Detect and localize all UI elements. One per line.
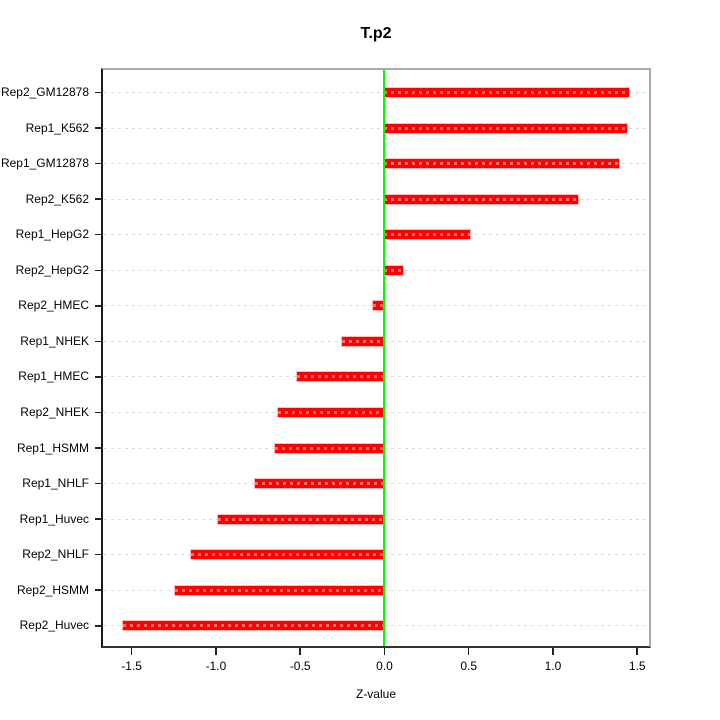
- bar: [384, 194, 579, 204]
- y-axis-label: Rep1_HMEC: [18, 369, 89, 384]
- y-tick: [95, 127, 103, 129]
- x-tick: [636, 648, 638, 655]
- chart-title: T.p2: [360, 25, 392, 42]
- y-tick: [95, 518, 103, 520]
- y-tick: [95, 411, 103, 414]
- bar-stripe: [274, 446, 385, 450]
- bar-stripe: [384, 197, 579, 201]
- bar-stripe: [296, 375, 385, 379]
- bar-stripe: [372, 304, 385, 308]
- row-gridline: [104, 198, 648, 200]
- x-tick-label: 0.0: [376, 659, 393, 673]
- y-tick: [95, 589, 103, 591]
- y-axis-label: Rep1_NHLF: [22, 476, 89, 491]
- bar: [384, 265, 403, 275]
- row-gridline: [104, 127, 648, 129]
- bar-stripe: [384, 126, 628, 130]
- y-axis-label: Rep2_HSMM: [16, 582, 89, 597]
- bar: [296, 372, 385, 382]
- bar-stripe: [278, 410, 385, 414]
- y-axis-label: Rep1_HepG2: [15, 227, 89, 242]
- bar: [254, 479, 385, 489]
- y-tick: [95, 625, 103, 627]
- y-axis-label: Rep1_GM12878: [0, 156, 89, 171]
- bar: [384, 123, 628, 133]
- y-tick: [95, 233, 103, 236]
- x-tick: [130, 648, 133, 655]
- bar-stripe: [342, 339, 385, 343]
- bar: [372, 301, 385, 311]
- x-axis-label: Z-value: [355, 687, 396, 701]
- bar: [278, 407, 385, 417]
- y-axis-label: Rep2_NHLF: [22, 547, 89, 562]
- y-axis-label: Rep2_HMEC: [18, 298, 89, 313]
- zero-reference-line: [383, 70, 386, 646]
- x-tick-label: -1.5: [121, 659, 142, 673]
- bar: [217, 514, 385, 524]
- y-axis-label: Rep2_K562: [25, 191, 89, 206]
- bar: [175, 585, 385, 595]
- bar: [342, 336, 385, 346]
- y-tick: [95, 91, 103, 94]
- y-tick: [95, 305, 103, 307]
- y-tick: [95, 482, 103, 485]
- x-tick: [552, 648, 554, 655]
- bar: [123, 621, 385, 631]
- bar-stripe: [217, 517, 385, 521]
- y-axis-label: Rep2_NHEK: [20, 404, 89, 419]
- bar-stripe: [190, 553, 385, 557]
- y-axis-label: Rep1_Huvec: [19, 511, 89, 526]
- bar-stripe: [123, 624, 385, 628]
- bar-stripe: [254, 482, 385, 486]
- y-axis-label: Rep2_HepG2: [15, 262, 89, 277]
- y-axis-label: Rep1_HSMM: [16, 440, 89, 455]
- bar: [274, 443, 385, 453]
- y-tick: [95, 269, 103, 271]
- x-tick-label: -1.0: [205, 659, 227, 673]
- row-gridline: [104, 269, 648, 271]
- y-tick: [95, 447, 103, 449]
- y-axis-label: Rep2_Huvec: [19, 618, 89, 633]
- x-tick-label: 1.5: [628, 659, 646, 673]
- bar-stripe: [384, 233, 471, 237]
- y-tick: [95, 340, 103, 343]
- y-tick: [95, 198, 103, 200]
- bar-stripe: [175, 588, 385, 592]
- x-tick: [383, 648, 386, 655]
- bar-stripe: [384, 268, 403, 272]
- y-axis-label: Rep1_NHEK: [20, 333, 89, 348]
- x-tick-label: -0.5: [289, 659, 311, 673]
- x-tick: [299, 648, 301, 655]
- bar-stripe: [384, 162, 619, 166]
- bar: [384, 230, 471, 240]
- y-tick: [95, 376, 103, 378]
- row-gridline: [104, 234, 648, 236]
- y-tick: [95, 553, 103, 556]
- bar: [384, 159, 619, 169]
- bar-stripe: [384, 91, 629, 94]
- row-gridline: [104, 163, 648, 165]
- bar: [190, 550, 385, 560]
- row-gridline: [104, 92, 648, 93]
- y-axis-label: Rep1_K562: [25, 120, 89, 135]
- bar: [384, 88, 629, 97]
- x-tick: [467, 648, 470, 655]
- y-axis-label: Rep2_GM12878: [0, 85, 89, 99]
- x-tick-label: 0.5: [460, 659, 478, 673]
- x-tick-label: 1.0: [544, 659, 562, 673]
- y-tick: [95, 162, 103, 165]
- x-tick: [215, 648, 217, 655]
- plot-area: [101, 68, 651, 648]
